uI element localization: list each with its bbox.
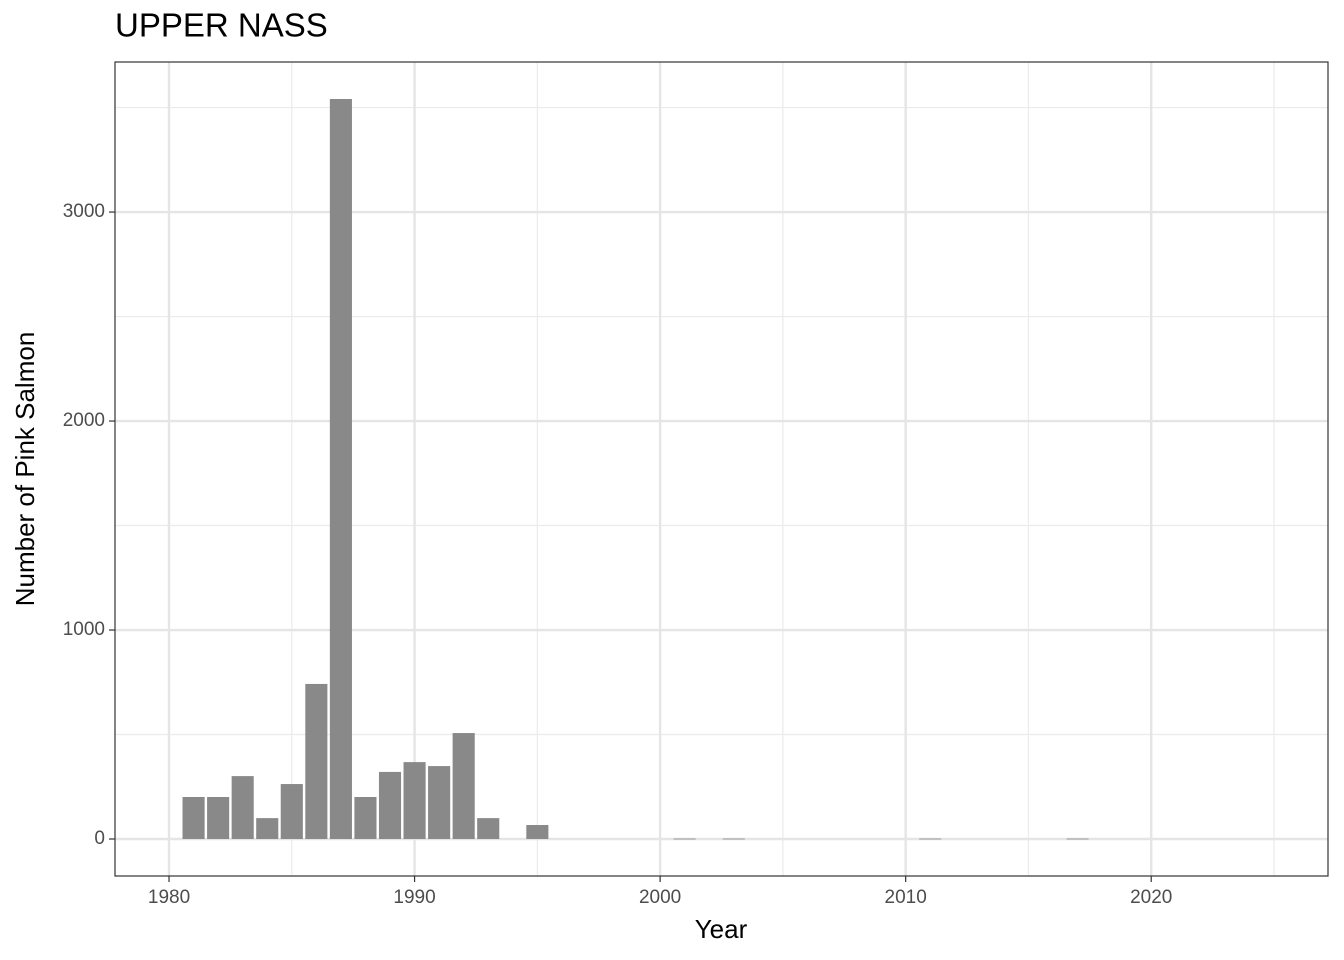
bar	[403, 762, 426, 840]
bar	[305, 683, 328, 840]
bar	[1066, 838, 1089, 840]
bar	[673, 838, 696, 840]
bar	[182, 797, 205, 840]
bar	[378, 771, 402, 840]
bar	[354, 797, 377, 840]
bar	[280, 784, 303, 840]
bar	[329, 98, 352, 840]
bar	[919, 838, 942, 840]
y-axis-title: Number of Pink Salmon	[10, 332, 40, 607]
x-tick-label: 2000	[639, 887, 681, 908]
x-axis-title: Year	[695, 914, 748, 944]
x-tick-label: 1980	[148, 887, 190, 908]
y-tick-label: 2000	[63, 410, 105, 431]
x-tick-label: 2020	[1130, 887, 1172, 908]
y-tick-label: 0	[94, 828, 105, 849]
bar	[428, 766, 451, 840]
bar	[452, 733, 475, 840]
bar	[207, 797, 230, 840]
x-tick-label: 1990	[393, 887, 435, 908]
bar	[477, 818, 500, 840]
x-tick-label: 2010	[885, 887, 927, 908]
bar	[526, 825, 549, 840]
y-tick-label: 3000	[63, 201, 105, 222]
bar	[256, 818, 279, 840]
chart-title: UPPER NASS	[115, 7, 328, 44]
panel-border	[114, 61, 1329, 877]
bar	[722, 838, 745, 840]
bar	[231, 776, 254, 840]
y-tick-label: 1000	[63, 619, 105, 640]
